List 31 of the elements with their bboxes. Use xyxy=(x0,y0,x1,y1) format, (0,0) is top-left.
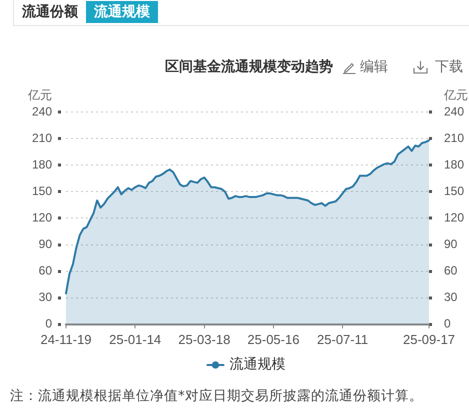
legend-label: 流通规模 xyxy=(230,356,286,373)
y2-axis-title: 亿元 xyxy=(443,88,468,102)
text: 编辑 xyxy=(360,58,388,76)
y-tick-label: 210 xyxy=(32,130,52,145)
x-tick-label: 25-05-16 xyxy=(247,332,300,347)
x-tick-label: 24-11-19 xyxy=(40,332,92,347)
y-tick-label: 120 xyxy=(32,210,52,225)
y-tick-label: 150 xyxy=(32,184,52,198)
x-tick-label: 25-03-18 xyxy=(178,332,230,347)
x-tick-label: 25-07-11 xyxy=(317,332,368,347)
y2-tick-label: 0 xyxy=(444,316,451,331)
x-tick-label: 25-01-14 xyxy=(109,332,162,347)
y2-tick-label: 120 xyxy=(444,210,464,225)
y2-tick-label: 30 xyxy=(444,290,458,304)
text: 注：流通规模根据单位净值*对应日期交易所披露的流通份额计算。 xyxy=(10,387,423,405)
y-tick-label: 90 xyxy=(38,237,52,252)
y-tick-label: 240 xyxy=(32,104,52,118)
y-tick-label: 180 xyxy=(32,157,52,172)
y2-tick-label: 60 xyxy=(444,264,458,278)
text: 下载 xyxy=(435,58,463,76)
y-tick-label: 30 xyxy=(38,290,52,304)
chart-title: 区间基金流通规模变动趋势 xyxy=(165,58,333,76)
y2-tick-label: 240 xyxy=(444,104,464,118)
y2-tick-label: 90 xyxy=(444,237,458,252)
x-tick-label: 25-09-17 xyxy=(402,332,456,347)
y-tick-label: 60 xyxy=(38,264,52,278)
y2-tick-label: 210 xyxy=(444,130,464,145)
y-axis-title: 亿元 xyxy=(27,88,52,102)
y-tick-label: 0 xyxy=(45,316,52,331)
y2-tick-label: 180 xyxy=(444,157,464,172)
y2-tick-label: 150 xyxy=(444,184,464,198)
